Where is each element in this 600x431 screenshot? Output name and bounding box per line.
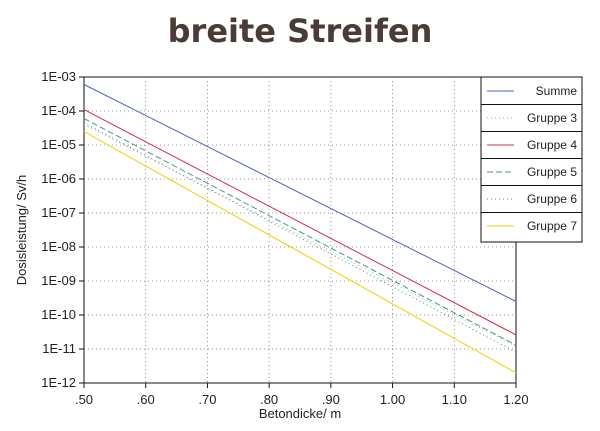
grid — [79, 76, 517, 388]
y-axis-label: Dosisleistung/ Sv/h — [14, 175, 29, 286]
y-tick-label: 1E-06 — [41, 171, 76, 186]
x-tick-label: .60 — [137, 392, 155, 407]
x-tick-label: .90 — [322, 392, 340, 407]
y-tick-label: 1E-04 — [41, 103, 76, 118]
legend-box — [480, 76, 583, 243]
legend-label: Gruppe 5 — [527, 165, 577, 179]
y-tick-label: 1E-05 — [41, 137, 76, 152]
y-tick-label: 1E-03 — [41, 69, 76, 84]
x-tick-label: .80 — [260, 392, 278, 407]
series-line-gruppe-5 — [83, 118, 517, 346]
x-tick-label: 1.00 — [380, 392, 405, 407]
series-line-gruppe-6 — [83, 122, 517, 353]
y-tick-label: 1E-09 — [41, 273, 76, 288]
legend-label: Gruppe 3 — [527, 111, 577, 125]
legend-label: Gruppe 4 — [527, 138, 577, 152]
series-line-gruppe-4 — [83, 109, 517, 336]
legend-label: Gruppe 6 — [527, 192, 577, 206]
y-tick-labels: 1E-03 1E-04 1E-05 1E-06 1E-07 1E-08 1E-09 1E-10… — [41, 69, 76, 390]
series-line-gruppe-7 — [83, 131, 517, 374]
chart-title: breite Streifen — [168, 12, 433, 50]
x-tick-label: 1.10 — [442, 392, 467, 407]
series-line-gruppe-3 — [83, 124, 517, 347]
series-lines — [83, 84, 517, 374]
x-tick-label: .50 — [75, 392, 93, 407]
x-axis-label: Betondicke/ m — [259, 406, 341, 421]
x-tick-label: 1.20 — [503, 392, 528, 407]
y-tick-label: 1E-08 — [41, 239, 76, 254]
legend-label: Summe — [536, 84, 578, 98]
y-tick-label: 1E-07 — [41, 205, 76, 220]
legend: Summe Gruppe 3 Gruppe 4 Gruppe 5 Gruppe 6 Gru… — [480, 76, 583, 243]
y-tick-label: 1E-11 — [42, 341, 76, 356]
x-tick-labels: .50 .60 .70 .80 .90 1.00 1.10 1.20 — [75, 392, 529, 407]
y-tick-label: 1E-10 — [41, 307, 76, 322]
y-tick-label: 1E-12 — [41, 375, 76, 390]
series-line-summe — [83, 84, 517, 302]
x-tick-label: .70 — [198, 392, 216, 407]
legend-label: Gruppe 7 — [527, 219, 577, 233]
